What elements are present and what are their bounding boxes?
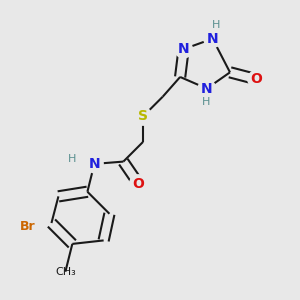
- Text: N: N: [178, 42, 189, 56]
- Circle shape: [204, 30, 221, 47]
- Text: CH₃: CH₃: [55, 267, 76, 277]
- Text: S: S: [138, 110, 148, 123]
- Circle shape: [248, 70, 266, 88]
- Text: H: H: [68, 154, 76, 164]
- Circle shape: [175, 40, 192, 58]
- Circle shape: [130, 175, 147, 192]
- Text: N: N: [88, 157, 100, 171]
- Text: H: H: [212, 20, 220, 30]
- Circle shape: [198, 80, 216, 98]
- Text: H: H: [202, 97, 211, 107]
- Circle shape: [85, 155, 103, 173]
- Text: N: N: [207, 32, 218, 46]
- Text: O: O: [133, 177, 144, 190]
- Text: O: O: [251, 72, 262, 86]
- Text: Br: Br: [20, 220, 35, 233]
- Text: N: N: [201, 82, 213, 96]
- Circle shape: [134, 108, 152, 125]
